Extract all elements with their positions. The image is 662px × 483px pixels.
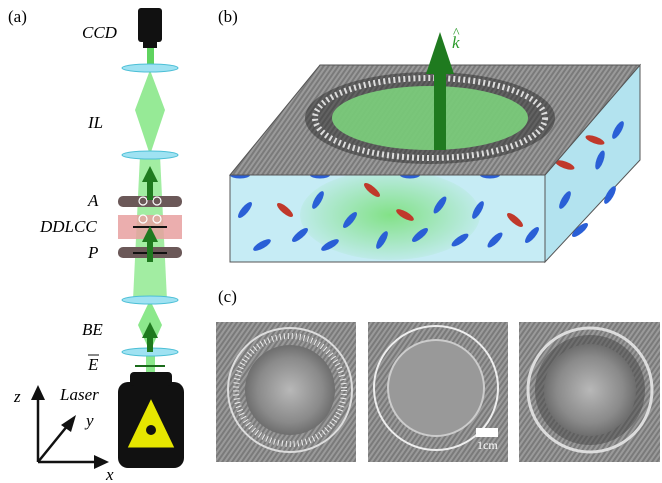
panel-label: (b) (218, 7, 238, 26)
hat: ^ (453, 26, 460, 41)
axis-label: y (84, 411, 94, 430)
lens (122, 296, 178, 304)
panel-c: (c) 1cm (216, 287, 660, 462)
domain-core (332, 86, 528, 150)
axis-label: x (105, 465, 114, 483)
lens (122, 151, 178, 159)
micrograph (519, 322, 660, 462)
label: IL (87, 113, 103, 132)
figure: (a) CCD IL A DDLCC P BE E Laser z y x (b… (0, 0, 662, 483)
scale-label: 1cm (477, 438, 498, 452)
scale-bar (476, 428, 498, 437)
panel-label: (c) (218, 287, 237, 306)
panel-label: (a) (8, 7, 27, 26)
micrograph: 1cm (368, 322, 508, 462)
laser-sign (146, 425, 156, 435)
label: P (87, 243, 98, 262)
axis-label: z (13, 387, 21, 406)
laser (130, 372, 172, 386)
beam (135, 70, 165, 155)
ccd-camera (143, 40, 157, 48)
label: BE (82, 320, 103, 339)
label: DDLCC (39, 217, 97, 236)
label: E (87, 355, 99, 374)
lens (122, 64, 178, 72)
k-arrow (426, 32, 454, 74)
ccd-camera (138, 8, 162, 42)
panel-b: (b) k ^ (218, 7, 640, 262)
label: Laser (59, 385, 99, 404)
label: CCD (82, 23, 118, 42)
micrograph (216, 322, 356, 462)
label: A (87, 191, 99, 210)
k-arrow (434, 70, 446, 150)
panel-a: (a) CCD IL A DDLCC P BE E Laser z y x (8, 7, 184, 483)
